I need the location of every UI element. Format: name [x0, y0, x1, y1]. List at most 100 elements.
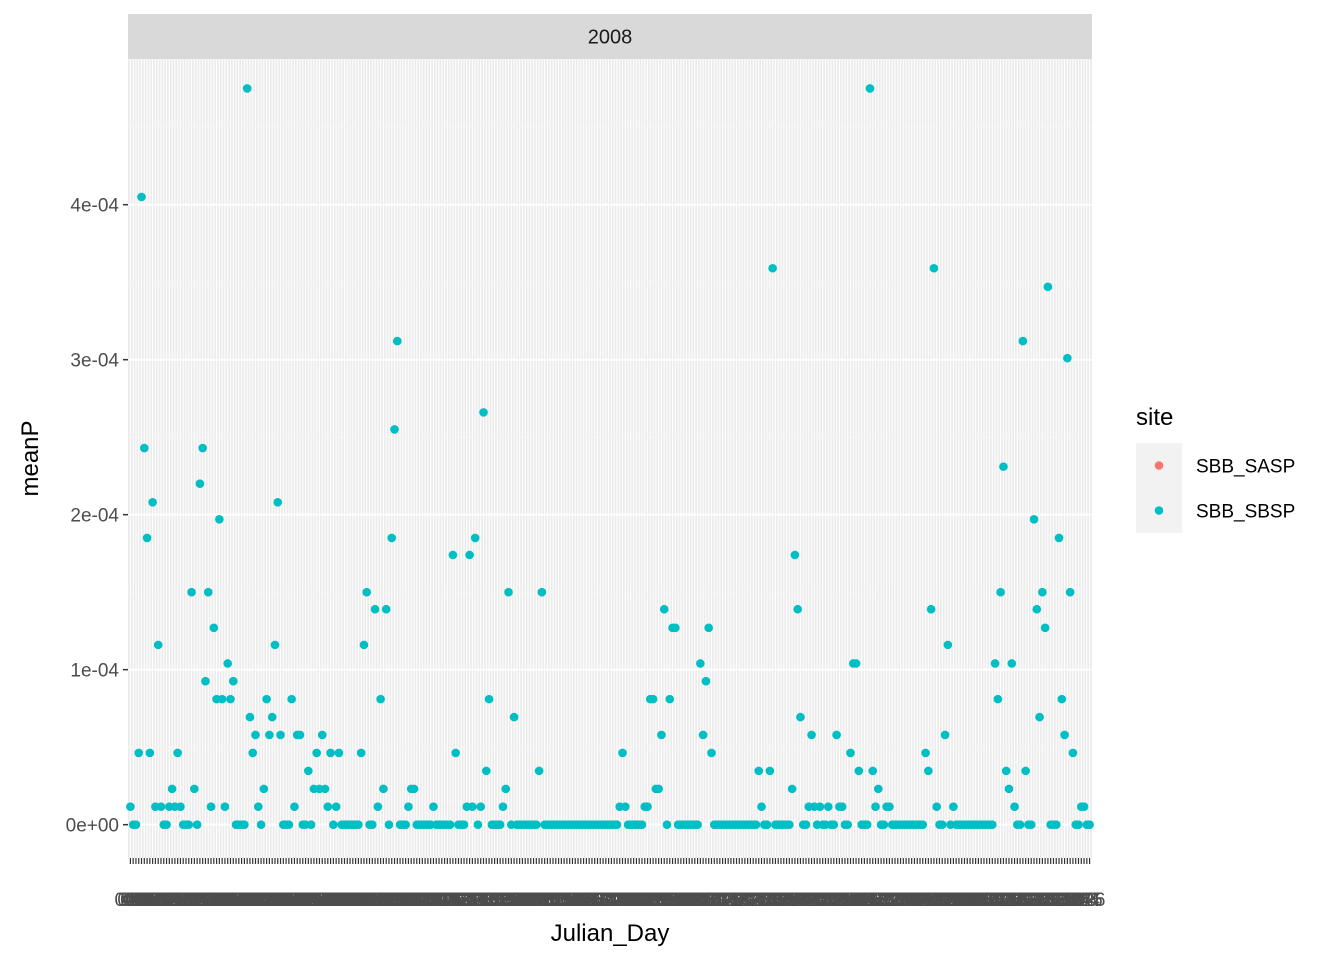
x-tick-label: 159 — [554, 890, 586, 911]
data-point — [1032, 604, 1042, 614]
x-tick-label: 257 — [826, 890, 858, 911]
x-tick-label: 256 — [824, 890, 856, 911]
x-tick-label: 111 — [422, 890, 451, 911]
x-tick-label: 127 — [465, 890, 497, 911]
x-tick-label: 020 — [167, 890, 199, 911]
data-point — [479, 408, 488, 417]
data-point — [354, 820, 363, 829]
x-tick-label: 308 — [968, 890, 1000, 911]
x-tick-label: 185 — [626, 890, 658, 911]
x-tick-label: 048 — [245, 890, 277, 911]
x-tick-label: 145 — [515, 890, 547, 911]
x-tick-label: 232 — [757, 890, 789, 911]
x-tick-label: 296 — [935, 890, 967, 911]
x-tick-label: 319 — [999, 890, 1031, 911]
x-tick-label: 206 — [685, 890, 717, 911]
x-tick-label: 211 — [699, 890, 729, 911]
x-tick-label: 285 — [904, 890, 936, 911]
data-point — [787, 784, 797, 794]
data-point — [262, 694, 271, 704]
data-point — [362, 587, 372, 597]
data-point — [1060, 730, 1069, 740]
x-tick-label: 056 — [267, 890, 299, 911]
data-point — [509, 712, 519, 722]
x-tick-label: 010 — [140, 890, 172, 911]
x-tick-label: 112 — [424, 890, 454, 911]
x-tick-label: 118 — [441, 890, 471, 911]
x-tick-label: 069 — [304, 890, 336, 911]
x-tick-label: 047 — [242, 890, 274, 911]
x-tick-label: 202 — [673, 890, 705, 911]
x-tick-label: 040 — [223, 890, 255, 911]
x-tick-label: 167 — [576, 890, 608, 911]
x-tick-label: 154 — [540, 890, 572, 911]
data-point — [226, 694, 235, 704]
x-tick-label: 088 — [356, 890, 388, 911]
x-tick-label: 126 — [462, 890, 494, 911]
data-point — [187, 587, 196, 597]
x-tick-label: 011 — [143, 890, 173, 911]
data-point — [259, 784, 269, 794]
x-tick-label: 263 — [843, 890, 875, 911]
x-tick-label: 085 — [348, 890, 380, 911]
data-point — [304, 766, 313, 776]
x-tick-label: 297 — [938, 890, 970, 911]
x-tick-label: 228 — [746, 890, 778, 911]
data-point — [924, 766, 933, 776]
x-tick-label: 199 — [665, 890, 697, 911]
x-tick-label: 244 — [790, 890, 822, 911]
data-point — [184, 820, 194, 829]
x-tick-label: 057 — [270, 890, 302, 911]
x-tick-label: 291 — [921, 890, 953, 911]
data-point — [409, 784, 419, 794]
data-point — [1057, 694, 1067, 704]
x-tick-label: 277 — [882, 890, 914, 911]
data-point — [267, 712, 277, 722]
x-tick-label: 205 — [682, 890, 714, 911]
data-point — [926, 604, 936, 614]
x-tick-label: 234 — [762, 890, 794, 911]
data-point — [1021, 766, 1030, 776]
x-tick-label: 099 — [387, 890, 419, 911]
data-point — [1035, 712, 1044, 722]
x-tick-label: 050 — [251, 890, 283, 911]
x-tick-label: 203 — [676, 890, 708, 911]
x-tick-label: 279 — [887, 890, 919, 911]
x-tick-label: 059 — [276, 890, 308, 911]
data-point — [287, 694, 296, 704]
data-point — [201, 676, 210, 686]
data-point — [671, 623, 680, 633]
x-tick-label: 104 — [401, 890, 433, 911]
x-tick-label: 238 — [773, 890, 805, 911]
data-point — [504, 587, 513, 597]
data-point — [445, 820, 455, 829]
x-tick-label: 168 — [579, 890, 611, 911]
data-point — [648, 694, 658, 704]
data-point — [390, 425, 399, 434]
x-tick-label: 090 — [362, 890, 394, 911]
x-tick-label: 122 — [451, 890, 483, 911]
data-point — [929, 263, 939, 273]
x-tick-label: 024 — [178, 890, 210, 911]
x-tick-label: 102 — [395, 890, 427, 911]
x-tick-label: 176 — [601, 890, 633, 911]
data-point — [843, 820, 853, 829]
x-tick-label: 054 — [262, 890, 294, 911]
x-tick-label: 336 — [1046, 890, 1078, 911]
x-tick-label: 193 — [648, 890, 680, 911]
data-point — [793, 604, 802, 614]
data-point — [139, 443, 149, 453]
data-point — [846, 748, 855, 758]
x-tick-label: 240 — [779, 890, 811, 911]
x-tick-label: 007 — [131, 890, 163, 911]
data-point — [134, 748, 144, 758]
data-point — [473, 820, 483, 829]
x-tick-label: 070 — [306, 890, 338, 911]
x-tick-label: 055 — [265, 890, 297, 911]
x-tick-label: 320 — [1001, 890, 1033, 911]
data-point — [1001, 766, 1011, 776]
data-point — [999, 462, 1008, 471]
y-axis-title: meanP — [17, 420, 44, 496]
x-tick-label: 066 — [295, 890, 327, 911]
x-tick-label: 115 — [432, 890, 462, 911]
